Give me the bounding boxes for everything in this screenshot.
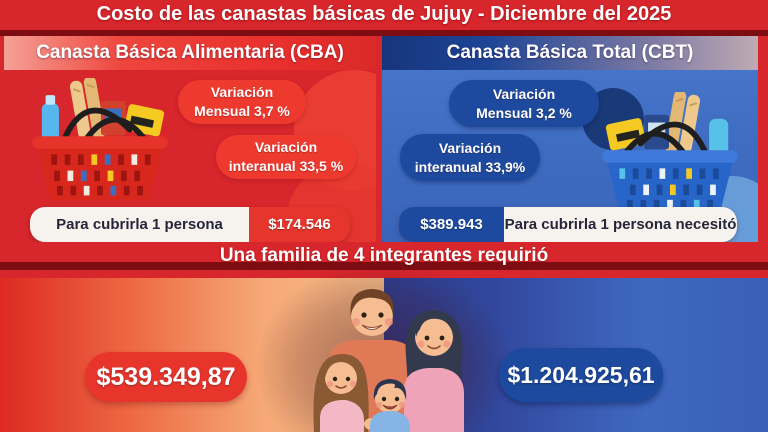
shopping-basket-icon <box>602 92 738 215</box>
shopping-basket-icon <box>32 78 168 201</box>
family-band-title: Una familia de 4 integrantes requirió <box>0 242 768 270</box>
cbt-person-cost-row: $389.943 Para cubrirla 1 persona necesit… <box>399 207 737 242</box>
cba-yearly-variation-pill: Variación interanual 33,5 % <box>216 135 356 179</box>
cba-person-cost-label: Para cubrirla 1 persona necesitó <box>30 207 249 242</box>
cba-title: Canasta Básica Alimentaria (CBA) <box>4 36 376 70</box>
variation-label: Variación <box>438 139 502 156</box>
cbt-family-amount-pill: $1.204.925,61 <box>499 348 663 402</box>
cba-person-cost-amount: $174.546 <box>249 207 350 242</box>
variation-value: interanual 33,5 % <box>228 158 344 174</box>
cbt-panel: Canasta Básica Total (CBT) Variación Men… <box>382 36 758 242</box>
variation-label: Variación <box>254 139 318 155</box>
family-illustration <box>313 289 464 432</box>
cbt-title: Canasta Básica Total (CBT) <box>382 36 758 70</box>
variation-value: Mensual 3,7 % <box>194 103 290 119</box>
variation-value: interanual 33,9% <box>414 158 526 175</box>
variation-label: Variación <box>492 85 556 102</box>
cbt-monthly-variation-pill: Variación Mensual 3,2 % <box>449 80 599 127</box>
variation-label: Variación <box>210 84 274 100</box>
cbt-yearly-variation-pill: Variación interanual 33,9% <box>400 134 540 181</box>
family-cost-section: $539.349,87 $1.204.925,61 <box>0 262 768 432</box>
variation-value: Mensual 3,2 % <box>476 104 572 121</box>
page-title: Costo de las canastas básicas de Jujuy -… <box>0 0 768 30</box>
cbt-person-cost-label: Para cubrirla 1 persona necesitó <box>504 207 737 242</box>
cba-person-cost-row: Para cubrirla 1 persona necesitó $174.54… <box>30 207 350 242</box>
cba-family-amount-pill: $539.349,87 <box>85 352 247 402</box>
header-divider <box>0 30 768 36</box>
cba-panel: Canasta Básica Alimentaria (CBA) Variaci… <box>4 36 376 242</box>
cbt-person-cost-amount: $389.943 <box>399 207 504 242</box>
cba-monthly-variation-pill: Variación Mensual 3,7 % <box>178 80 306 124</box>
